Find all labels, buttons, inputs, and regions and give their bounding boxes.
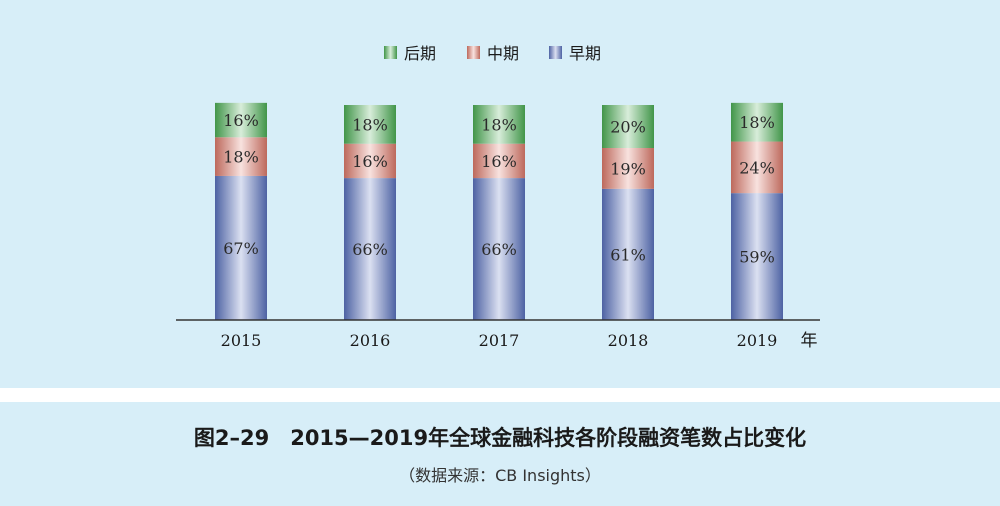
legend-label: 早期	[569, 44, 601, 63]
chart-panel: 后期 中期 早期 67% 18% 16% 66% 16% 18% 66% 16% 18% 61% 19%…	[176, 44, 820, 351]
bar-segment	[473, 105, 525, 144]
bar-segment	[215, 137, 267, 176]
bar-segment	[731, 193, 783, 320]
data-label: 16%	[481, 152, 517, 171]
data-label: 18%	[481, 115, 517, 134]
data-label: 61%	[610, 245, 646, 264]
bar-segment	[602, 105, 654, 148]
x-tick-label: 2016	[350, 331, 391, 350]
data-label: 16%	[352, 152, 388, 171]
data-label: 66%	[352, 240, 388, 259]
data-label: 67%	[223, 239, 259, 258]
bar-segment	[602, 148, 654, 189]
x-tick-label: 2015	[221, 331, 262, 350]
bar-segment	[344, 143, 396, 179]
data-label: 20%	[610, 118, 646, 137]
legend-swatch	[467, 46, 480, 59]
x-tick-label: 2018	[608, 331, 649, 350]
bar-segment	[473, 178, 525, 320]
bar-segment	[215, 102, 267, 138]
data-label: 18%	[352, 115, 388, 134]
x-axis-unit: 年	[801, 331, 818, 351]
legend-label: 后期	[404, 44, 436, 63]
data-label: 18%	[223, 148, 259, 167]
legend-swatch	[549, 46, 562, 59]
data-label: 18%	[739, 113, 775, 132]
bar-segment	[344, 105, 396, 144]
data-label: 66%	[481, 240, 517, 259]
data-source: （数据来源：CB Insights）	[399, 466, 601, 485]
bar-segment	[731, 102, 783, 142]
divider	[0, 388, 1000, 402]
data-label: 59%	[739, 248, 775, 267]
data-label: 24%	[739, 158, 775, 177]
caption-panel: 图2–29 2015—2019年全球金融科技各阶段融资笔数占比变化 （数据来源：…	[0, 402, 1000, 506]
bar-segment	[473, 143, 525, 179]
legend-swatch	[384, 46, 397, 59]
bar-segment	[215, 175, 267, 320]
data-label: 19%	[610, 159, 646, 178]
data-label: 16%	[223, 111, 259, 130]
stacked-bar-chart: 后期 中期 早期 67% 18% 16% 66% 16% 18% 66% 16% 18% 61% 19%…	[176, 44, 820, 351]
x-tick-label: 2019	[737, 331, 778, 350]
bar-segment	[602, 188, 654, 320]
legend-label: 中期	[487, 44, 519, 63]
bar-segment	[731, 141, 783, 194]
bar-segment	[344, 178, 396, 320]
figure-caption: 图2–29 2015—2019年全球金融科技各阶段融资笔数占比变化	[193, 426, 807, 450]
x-tick-label: 2017	[479, 331, 520, 350]
